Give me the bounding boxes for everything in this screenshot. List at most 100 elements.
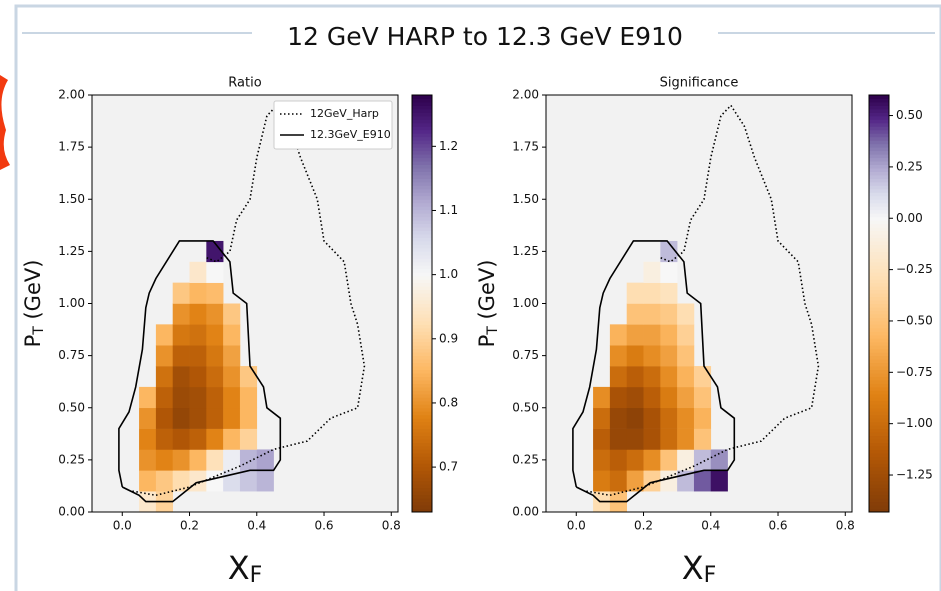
colorbar-band [869, 227, 889, 232]
colorbar-band [869, 286, 889, 291]
heatmap-cell [206, 261, 224, 283]
heatmap-cell [609, 407, 628, 429]
colorbar-band [412, 237, 432, 242]
colorbar-band [869, 306, 889, 311]
colorbar-band [412, 261, 432, 266]
colorbar-band [869, 220, 889, 225]
colorbar-band [869, 164, 889, 169]
heatmap-cell [693, 428, 712, 450]
colorbar-band [412, 119, 432, 124]
colorbar-band [869, 508, 889, 513]
x-axis-label-sub: F [250, 563, 263, 588]
colorbar-band [412, 494, 432, 499]
x-tick-label: 0.6 [314, 519, 333, 533]
heatmap-cell [609, 366, 628, 388]
plot-title: Ratio [228, 76, 261, 91]
heatmap-cell [223, 324, 241, 346]
heatmap-cell [189, 470, 207, 492]
y-tick-label: 1.25 [58, 244, 85, 258]
y-tick-label: 1.50 [58, 192, 85, 206]
colorbar-band [869, 234, 889, 238]
heatmap-cell [155, 386, 174, 409]
heatmap-cell [626, 303, 644, 325]
heatmap-cell [189, 366, 207, 388]
heatmap-cell [206, 303, 224, 325]
heatmap-cell [256, 449, 274, 471]
colorbar-band [869, 167, 889, 172]
colorbar-band [869, 188, 889, 193]
heatmap-cell [206, 282, 224, 304]
heatmap-cell [693, 470, 712, 492]
colorbar-band [869, 240, 889, 245]
colorbar-band [412, 421, 432, 426]
x-tick-label: 0.8 [382, 519, 401, 533]
colorbar-band [869, 421, 889, 426]
heatmap-cell [643, 324, 661, 346]
colorbar-band [412, 143, 432, 148]
colorbar-band [869, 383, 889, 388]
heatmap-cell [172, 324, 190, 346]
colorbar-band [412, 400, 432, 405]
colorbar-band [869, 282, 889, 287]
colorbar-band [869, 296, 889, 301]
y-tick-label: 1.75 [512, 140, 539, 154]
colorbar-band [412, 386, 432, 391]
heatmap-cell [172, 407, 190, 429]
colorbar-band [412, 327, 432, 332]
heatmap-cell [609, 324, 628, 346]
colorbar-band [869, 265, 889, 270]
colorbar-band [412, 445, 432, 450]
x-axis-label: XF [682, 549, 717, 588]
colorbar-band [869, 181, 889, 186]
colorbar-band [869, 279, 889, 284]
y-tick-label: 1.50 [512, 192, 539, 206]
colorbar-band [412, 508, 432, 513]
heatmap-cell [626, 324, 644, 346]
x-tick-label: 0.2 [634, 519, 653, 533]
colorbar-band [412, 491, 432, 496]
x-tick-label: 0.6 [768, 519, 787, 533]
heatmap-cell [155, 407, 174, 429]
heatmap-cell [677, 303, 695, 325]
heatmap-cell [223, 303, 241, 325]
y-axis-label-main: P [21, 335, 45, 348]
heatmap-cell [206, 428, 224, 450]
heatmap-cell [626, 366, 644, 388]
x-tick-label: 0.0 [113, 519, 132, 533]
colorbar-band [869, 213, 889, 218]
colorbar-band [869, 202, 889, 207]
legend-label: 12GeV_Harp [310, 107, 379, 120]
x-tick-label: 0.0 [567, 519, 586, 533]
colorbar-band [869, 428, 889, 433]
heatmap-cell [660, 282, 678, 304]
heatmap-cell [172, 449, 190, 471]
colorbar-band [869, 477, 889, 482]
plot-title: Significance [660, 76, 739, 91]
colorbar-band [412, 411, 432, 416]
colorbar-band [412, 265, 432, 270]
y-tick-label: 1.00 [512, 296, 539, 310]
y-tick-label: 1.00 [58, 296, 85, 310]
heatmap-cell [677, 324, 695, 346]
x-tick-label: 0.8 [836, 519, 855, 533]
heatmap-cell [172, 428, 190, 450]
colorbar-band [412, 383, 432, 388]
colorbar-band [412, 379, 432, 384]
heatmap-cell [139, 407, 157, 429]
heatmap-cell [643, 386, 661, 409]
heatmap-cell [223, 407, 241, 429]
colorbar-band [869, 216, 889, 221]
heatmap-cell [626, 470, 644, 492]
colorbar-band [869, 171, 889, 176]
colorbar-band [869, 379, 889, 384]
colorbar-tick-label: −0.50 [896, 313, 933, 327]
colorbar-band [412, 115, 432, 120]
colorbar-band [412, 220, 432, 225]
heatmap-cell [206, 240, 224, 263]
colorbar-band [412, 373, 432, 377]
heatmap-cell [172, 345, 190, 367]
colorbar-band [412, 202, 432, 207]
colorbar-band [869, 334, 889, 339]
colorbar-band [869, 359, 889, 364]
contour-line [586, 104, 820, 497]
